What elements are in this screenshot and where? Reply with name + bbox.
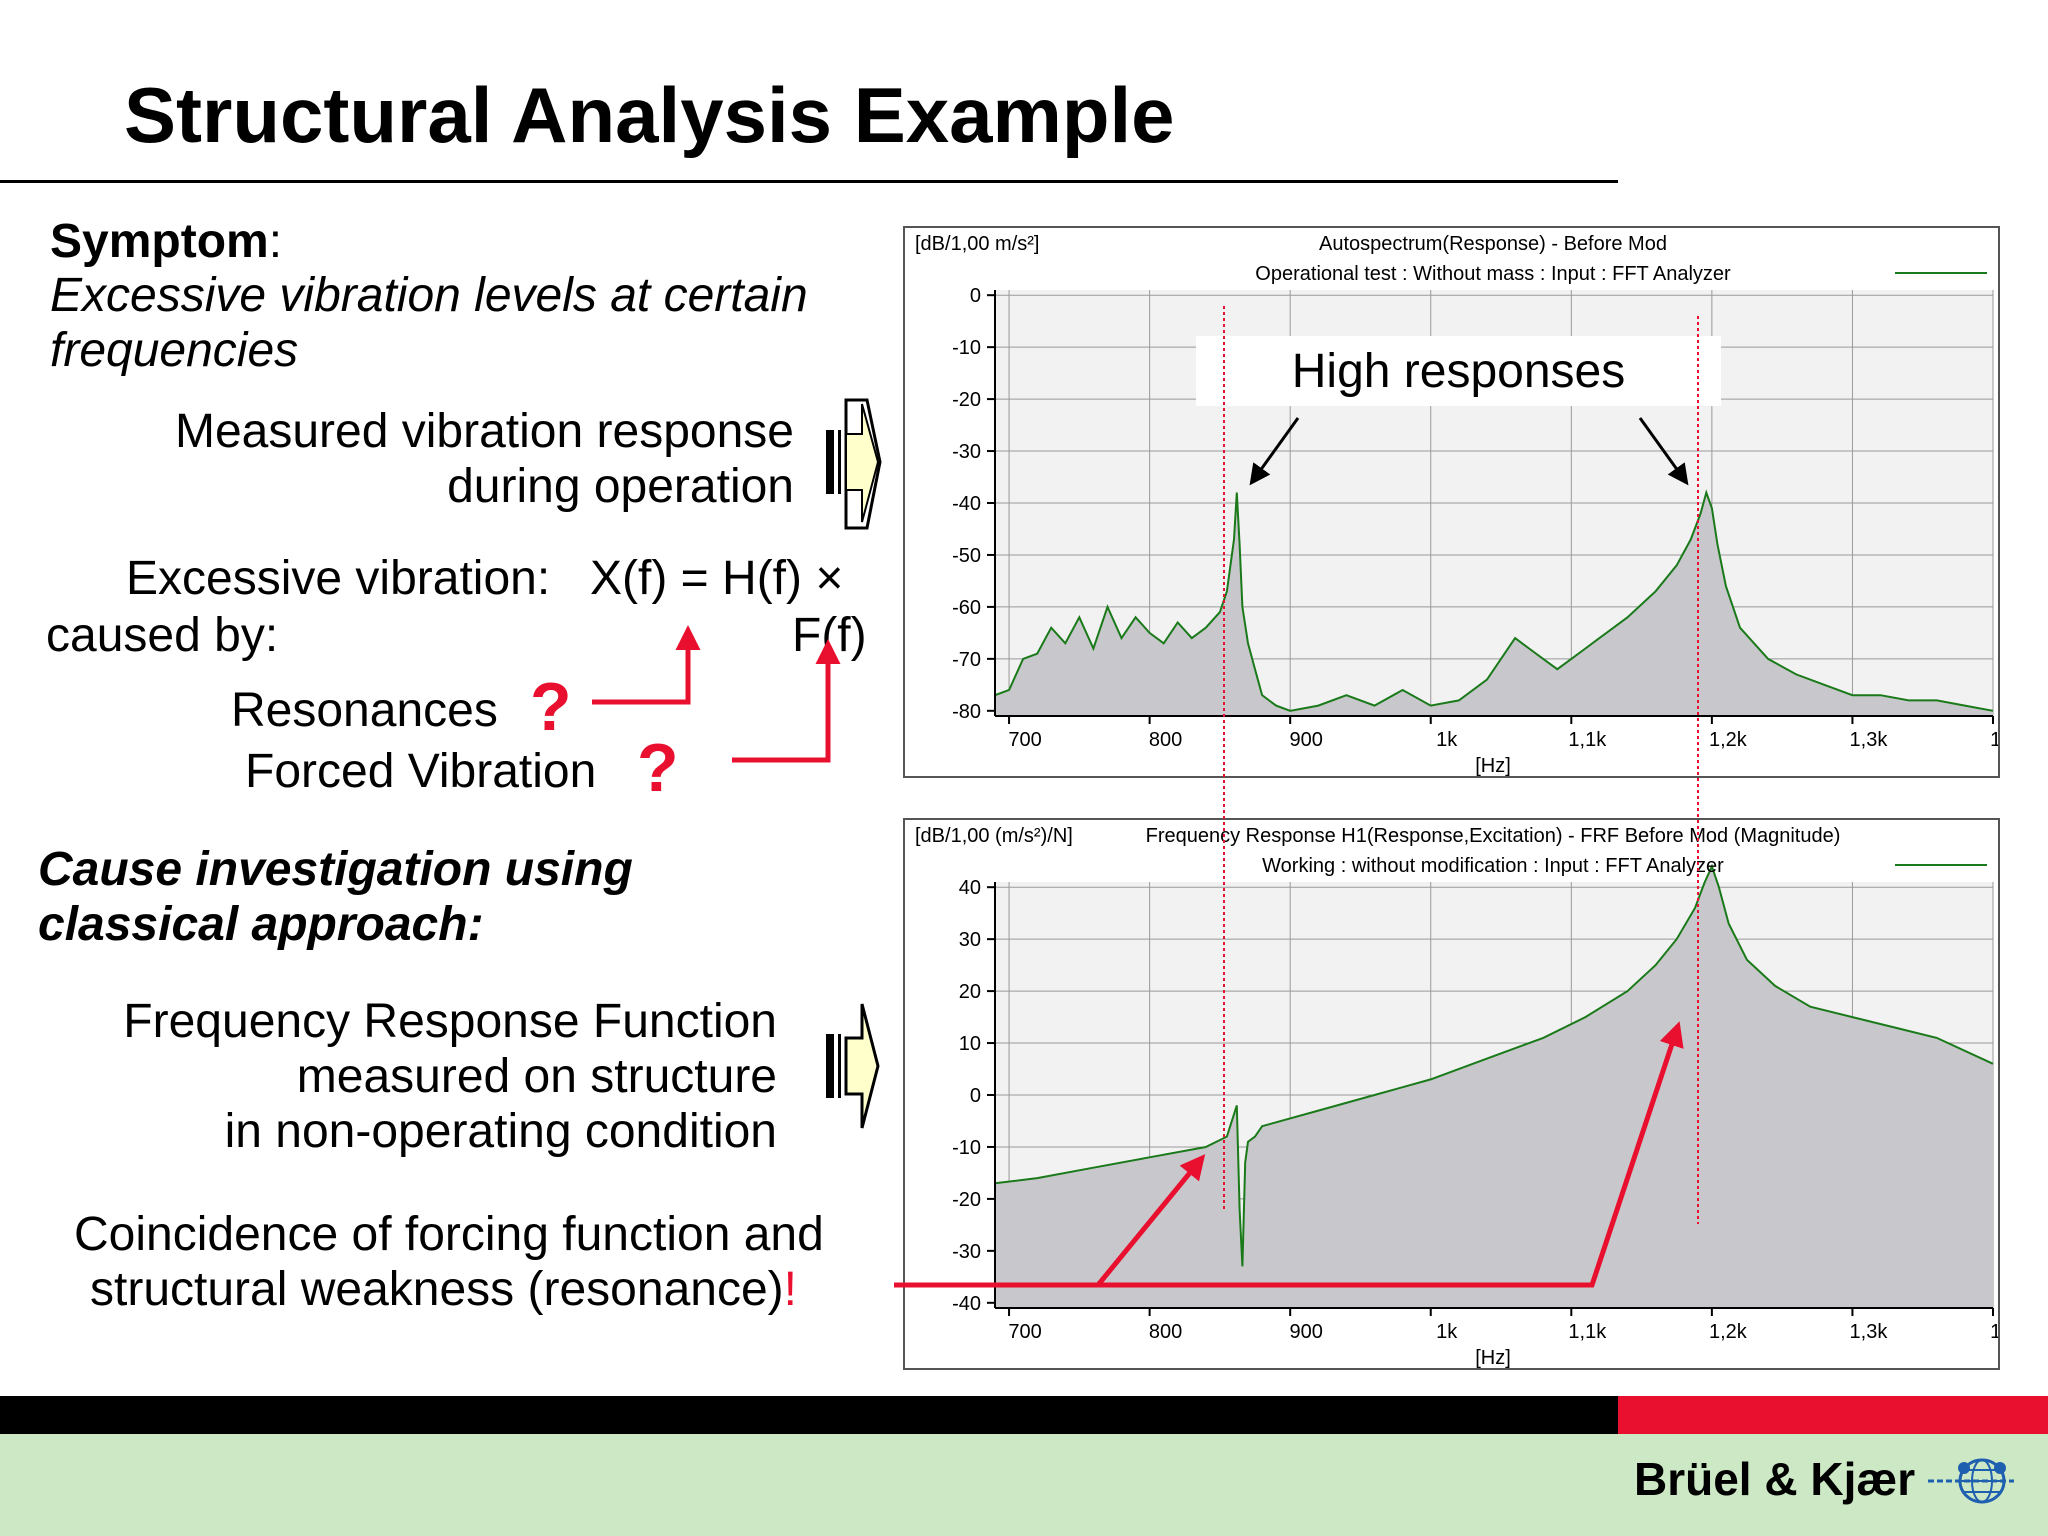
coincidence-line2: structural weakness (resonance)!: [90, 1262, 797, 1317]
chart0-x-axis-label: [Hz]: [1475, 755, 1511, 776]
chart1-y-tick-label: 40: [959, 877, 981, 899]
resonances-question-mark: ?: [530, 669, 572, 745]
cause-investigation-line1: Cause investigation using: [38, 843, 633, 896]
chart0-y-tick-label: -50: [952, 545, 981, 567]
chart0-title: Autospectrum(Response) - Before Mod: [1319, 233, 1667, 255]
chart1-x-tick-label: 700: [1008, 1321, 1041, 1343]
chart0-y-tick-label: 0: [970, 285, 981, 307]
chart1-title: Frequency Response H1(Response,Excitatio…: [1146, 825, 1841, 847]
symptom-line2: frequencies: [50, 324, 299, 377]
excessive-line2: caused by:: [46, 609, 279, 662]
chart0-y-tick-label: -80: [952, 701, 981, 723]
footer-band: [0, 1434, 2048, 1536]
chart0-y-tick-label: -70: [952, 649, 981, 671]
chart0-x-tick-label: 800: [1149, 729, 1182, 751]
symptom-label: Symptom: [50, 215, 269, 268]
chart1-y-tick-label: -30: [952, 1241, 981, 1263]
chart0-y-tick-label: -10: [952, 337, 981, 359]
chart0-x-tick-label: 700: [1008, 729, 1041, 751]
chart0-x-tick-label: 1k: [1436, 729, 1458, 751]
chart0-unit-label: [dB/1,00 m/s²]: [915, 233, 1040, 255]
symptom-line1: Excessive vibration levels at certain: [50, 269, 808, 322]
forced-question-mark: ?: [637, 730, 679, 806]
chart0-subtitle: Operational test : Without mass : Input …: [1255, 263, 1731, 285]
chart1-x-tick-label: 1,1k: [1568, 1321, 1607, 1343]
brand-name: Brüel & Kjær: [1634, 1453, 1916, 1505]
pointer-arrow-2: [1638, 417, 1689, 486]
high-responses-label: High responses: [1291, 345, 1626, 398]
chart1-x-tick-label: 1,3k: [1850, 1321, 1889, 1343]
chart1-y-tick-label: 30: [959, 929, 981, 951]
coincidence-line1: Coincidence of forcing function and: [74, 1208, 824, 1261]
coincidence-arrow-right: [894, 1021, 1684, 1288]
chart1-x-axis-label: [Hz]: [1475, 1347, 1511, 1368]
page-title: Structural Analysis Example: [124, 71, 1175, 159]
frf-line2: measured on structure: [296, 1050, 777, 1103]
chart1-y-tick-label: -20: [952, 1189, 981, 1211]
chart1-y-tick-label: 10: [959, 1033, 981, 1055]
block-arrow-frf-icon: [826, 1003, 880, 1129]
equation: X(f) = H(f) ×: [590, 552, 844, 605]
chart0-x-tick-label: 1,1k: [1568, 729, 1607, 751]
chart0-x-tick-label: 1,3k: [1850, 729, 1889, 751]
chart0-series-area: [995, 492, 1993, 716]
coincidence-arrow-left: [1096, 1154, 1206, 1287]
chart1-x-tick-label: 1,2k: [1709, 1321, 1748, 1343]
chart1-subtitle: Working : without modification : Input :…: [1262, 855, 1724, 877]
chart0-x-tick-label: 900: [1289, 729, 1322, 751]
chart0-y-tick-label: -60: [952, 597, 981, 619]
chart1-y-tick-label: 0: [970, 1085, 981, 1107]
chart1-x-tick-label: 1,4k: [1990, 1321, 1998, 1343]
brand-globe-logo: [1928, 1458, 2014, 1504]
chart1-x-tick-label: 1k: [1436, 1321, 1458, 1343]
high-responses-box: High responses: [1196, 336, 1721, 406]
chart1-unit-label: [dB/1,00 (m/s²)/N]: [915, 825, 1073, 847]
frf-line1: Frequency Response Function: [123, 995, 777, 1048]
frf-chart: 700 800 900 1k 1,1k 1,2k 1,3k 1,4k 40 30 20 10 0 -10 -…: [903, 818, 2000, 1370]
measured-line2: during operation: [447, 460, 794, 513]
chart1-y-tick-label: -40: [952, 1293, 981, 1315]
symptom-heading: Symptom:: [50, 214, 282, 269]
frf-svg: 700 800 900 1k 1,1k 1,2k 1,3k 1,4k 40 30 20 10 0 -10 -…: [915, 825, 1998, 1368]
block-arrow-measured-icon: [826, 398, 882, 530]
chart0-y-tick-label: -40: [952, 493, 981, 515]
footer-bar-black: [0, 1396, 1618, 1434]
chart1-y-tick-label: 20: [959, 981, 981, 1003]
measured-line1: Measured vibration response: [174, 405, 794, 458]
chart0-series-line: [994, 489, 1994, 712]
chart1-x-tick-label: 800: [1149, 1321, 1182, 1343]
coincidence-exclamation: !: [783, 1263, 797, 1316]
chart1-x-tick-label: 900: [1289, 1321, 1322, 1343]
forced-connector-arrow: [732, 639, 841, 763]
resonances-connector-arrow: [592, 625, 701, 705]
title-divider: [0, 180, 1618, 183]
coincidence-text: structural weakness (resonance): [90, 1263, 784, 1316]
pointer-arrow-1: [1249, 417, 1300, 486]
frf-line3: in non-operating condition: [224, 1105, 777, 1158]
excessive-line1: Excessive vibration:: [126, 552, 551, 605]
chart0-y-tick-label: -30: [952, 441, 981, 463]
resonances-label: Resonances: [231, 684, 498, 737]
cause-investigation-line2: classical approach:: [38, 898, 484, 951]
forced-vibration-label: Forced Vibration: [245, 745, 597, 798]
chart0-x-tick-label: 1,2k: [1709, 729, 1748, 751]
chart0-x-tick-label: 1,4k: [1990, 729, 1998, 751]
footer-bar-red: [1618, 1396, 2048, 1434]
chart0-y-tick-label: -20: [952, 389, 981, 411]
chart1-y-tick-label: -10: [952, 1137, 981, 1159]
chart1-series-line: [994, 863, 1994, 1267]
symptom-colon: :: [268, 215, 283, 268]
